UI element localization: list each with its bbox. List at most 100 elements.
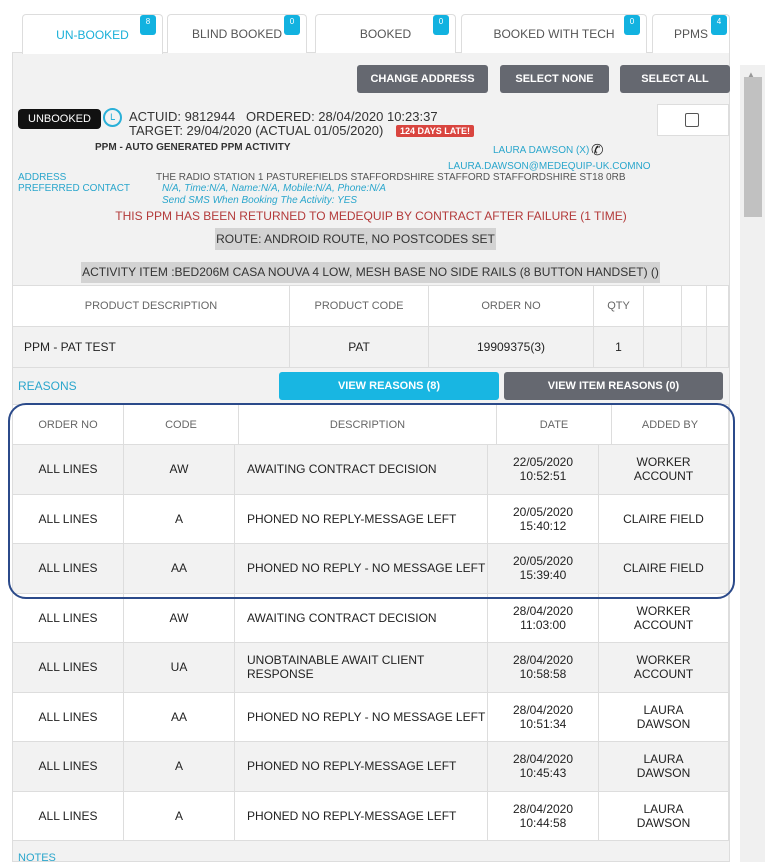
warning-message: THIS PPM HAS BEEN RETURNED TO MEDEQUIP B… xyxy=(115,209,627,223)
description: PHONED NO REPLY-MESSAGE LEFT xyxy=(234,493,488,544)
product-code: PAT xyxy=(289,326,429,368)
route-info: ROUTE: ANDROID ROUTE, NO POSTCODES SET xyxy=(215,228,496,250)
added-by: LAURA DAWSON xyxy=(598,790,729,841)
code: UA xyxy=(123,642,235,693)
order-no: ALL LINES xyxy=(12,543,124,594)
select-checkbox[interactable] xyxy=(685,113,699,127)
reasons-table: ALL LINES AW AWAITING CONTRACT DECISION 22/… xyxy=(12,444,729,841)
qty: 1 xyxy=(593,326,644,368)
tab-ppms[interactable]: PPMS 4 xyxy=(652,14,730,53)
empty-cell xyxy=(681,326,707,368)
date: 28/04/2020 11:03:00 xyxy=(487,592,599,643)
code: AA xyxy=(123,691,235,742)
date-day: 28/04/2020 xyxy=(512,752,574,767)
date-time: 10:51:34 xyxy=(519,716,567,731)
activity-target: TARGET: 29/04/2020 (ACTUAL 01/05/2020) xyxy=(129,123,384,138)
product-description: PPM - PAT TEST xyxy=(12,326,290,368)
tab-booked-with-tech[interactable]: BOOKED WITH TECH 0 xyxy=(461,14,647,53)
contact-email[interactable]: LAURA.DAWSON@MEDEQUIP-UK.COMNO xyxy=(448,161,651,172)
order-no: ALL LINES xyxy=(12,790,124,841)
view-reasons-button[interactable]: VIEW REASONS (8) xyxy=(279,372,499,400)
order-no: 19909375(3) xyxy=(428,326,594,368)
added-by: LAURA DAWSON xyxy=(598,741,729,792)
tab-label: BOOKED WITH TECH xyxy=(493,27,615,41)
address-label: ADDRESS xyxy=(18,172,67,183)
header-code: CODE xyxy=(123,404,239,445)
select-none-button[interactable]: SELECT NONE xyxy=(500,65,609,93)
date: 28/04/2020 10:45:43 xyxy=(487,741,599,792)
reasons-label: REASONS xyxy=(18,379,77,393)
tab-label: UN-BOOKED xyxy=(56,27,129,42)
header-product-description: PRODUCT DESCRIPTION xyxy=(12,285,290,327)
date-day: 28/04/2020 xyxy=(512,801,574,816)
product-row: PPM - PAT TEST PAT 19909375(3) 1 xyxy=(12,326,729,368)
date: 22/05/2020 10:52:51 xyxy=(487,444,599,495)
activity-type: PPM - AUTO GENERATED PPM ACTIVITY xyxy=(95,142,291,153)
code: AW xyxy=(123,592,235,643)
reason-row: ALL LINES AA PHONED NO REPLY - NO MESSAGE … xyxy=(12,543,729,594)
address: THE RADIO STATION 1 PASTUREFIELDS STAFFO… xyxy=(156,172,626,183)
date-time: 10:52:51 xyxy=(519,469,567,484)
tab-un-booked[interactable]: UN-BOOKED 8 xyxy=(22,14,163,54)
reason-row: ALL LINES AW AWAITING CONTRACT DECISION 28/… xyxy=(12,592,729,643)
date-time: 11:03:00 xyxy=(520,617,566,632)
tab-count: 4 xyxy=(711,15,727,35)
header-description: DESCRIPTION xyxy=(238,404,497,445)
scroll-up-icon[interactable]: ▲ xyxy=(747,70,755,79)
notes-label: NOTES xyxy=(18,852,56,864)
added-by: LAURA DAWSON xyxy=(598,691,729,742)
date-time: 10:44:58 xyxy=(519,815,567,830)
date-day: 28/04/2020 xyxy=(512,653,574,668)
date-day: 20/05/2020 xyxy=(512,554,574,569)
header-order-no: ORDER NO xyxy=(12,404,124,445)
date-time: 10:45:43 xyxy=(519,766,567,781)
product-table: PRODUCT DESCRIPTION PRODUCT CODE ORDER NO Q… xyxy=(12,285,729,368)
sms-setting: Send SMS When Booking The Activity: YES xyxy=(162,195,358,206)
description: PHONED NO REPLY-MESSAGE LEFT xyxy=(234,741,488,792)
added-by: CLAIRE FIELD xyxy=(598,543,729,594)
header-empty xyxy=(643,285,682,327)
view-item-reasons-button[interactable]: VIEW ITEM REASONS (0) xyxy=(504,372,723,400)
code: AA xyxy=(123,543,235,594)
order-no: ALL LINES xyxy=(12,741,124,792)
order-no: ALL LINES xyxy=(12,691,124,742)
description: AWAITING CONTRACT DECISION xyxy=(234,592,488,643)
tab-count: 0 xyxy=(284,15,300,35)
select-all-button[interactable]: SELECT ALL xyxy=(620,65,730,93)
tab-booked[interactable]: BOOKED 0 xyxy=(315,14,456,53)
description: PHONED NO REPLY - NO MESSAGE LEFT xyxy=(234,691,488,742)
tab-label: BOOKED xyxy=(359,27,412,41)
date-day: 22/05/2020 xyxy=(512,455,574,470)
header-product-code: PRODUCT CODE xyxy=(289,285,429,327)
date: 28/04/2020 10:44:58 xyxy=(487,790,599,841)
reason-row: ALL LINES AA PHONED NO REPLY - NO MESSAGE … xyxy=(12,691,729,742)
header-added-by: ADDED BY xyxy=(611,404,729,445)
change-address-button[interactable]: CHANGE ADDRESS xyxy=(357,65,488,93)
late-badge: 124 DAYS LATE! xyxy=(396,125,475,137)
tab-blind-booked[interactable]: BLIND BOOKED 0 xyxy=(167,14,307,53)
date-time: 10:58:58 xyxy=(519,667,567,682)
added-by: WORKER ACCOUNT xyxy=(598,592,729,643)
tab-label: BLIND BOOKED xyxy=(191,27,283,41)
order-no: ALL LINES xyxy=(12,642,124,693)
added-by: WORKER ACCOUNT xyxy=(598,444,729,495)
status-badge: UNBOOKED xyxy=(18,109,101,129)
order-no: ALL LINES xyxy=(12,592,124,643)
order-no: ALL LINES xyxy=(12,493,124,544)
header-date: DATE xyxy=(496,404,612,445)
description: UNOBTAINABLE AWAIT CLIENT RESPONSE xyxy=(234,642,488,693)
contact-name[interactable]: LAURA DAWSON (X) xyxy=(493,145,590,156)
header-empty xyxy=(681,285,707,327)
added-by: WORKER ACCOUNT xyxy=(598,642,729,693)
date-day: 28/04/2020 xyxy=(512,603,574,618)
phone-icon[interactable]: ✆ xyxy=(591,142,604,159)
header-order-no: ORDER NO xyxy=(428,285,594,327)
code: A xyxy=(123,493,235,544)
reason-row: ALL LINES A PHONED NO REPLY-MESSAGE LEFT 28… xyxy=(12,790,729,841)
date-day: 20/05/2020 xyxy=(512,504,574,519)
scrollbar-thumb[interactable] xyxy=(744,77,762,217)
code: A xyxy=(123,790,235,841)
preferred-contact: N/A, Time:N/A, Name:N/A, Mobile:N/A, Pho… xyxy=(162,183,386,194)
description: AWAITING CONTRACT DECISION xyxy=(234,444,488,495)
reason-row: ALL LINES A PHONED NO REPLY-MESSAGE LEFT 28… xyxy=(12,741,729,792)
